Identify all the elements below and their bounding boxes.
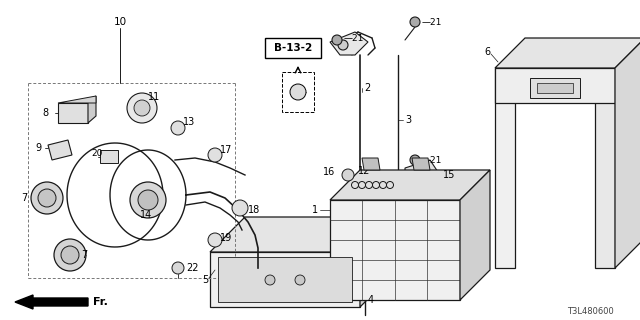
Text: 13: 13 — [183, 117, 195, 127]
Circle shape — [290, 84, 306, 100]
Polygon shape — [330, 32, 368, 55]
Text: 18: 18 — [248, 205, 260, 215]
Circle shape — [38, 189, 56, 207]
Polygon shape — [495, 68, 515, 268]
Text: 17: 17 — [220, 145, 232, 155]
Text: 8: 8 — [42, 108, 48, 118]
Polygon shape — [362, 158, 380, 170]
Circle shape — [410, 155, 420, 165]
Circle shape — [208, 233, 222, 247]
Text: 2: 2 — [364, 83, 371, 93]
Circle shape — [134, 100, 150, 116]
Circle shape — [332, 35, 342, 45]
Polygon shape — [495, 68, 615, 103]
Text: 1: 1 — [312, 205, 318, 215]
Polygon shape — [88, 96, 96, 123]
Circle shape — [410, 17, 420, 27]
Text: —21: —21 — [422, 18, 442, 27]
Text: T3L480600: T3L480600 — [566, 308, 613, 316]
Text: 9: 9 — [35, 143, 41, 153]
Polygon shape — [460, 170, 490, 300]
Polygon shape — [58, 96, 96, 103]
Text: 15: 15 — [443, 170, 456, 180]
Polygon shape — [100, 150, 118, 163]
Circle shape — [31, 182, 63, 214]
Polygon shape — [48, 140, 72, 160]
Text: —21: —21 — [344, 34, 364, 43]
FancyArrow shape — [15, 295, 88, 309]
Text: 10: 10 — [113, 17, 127, 27]
Bar — [282, 72, 314, 112]
Text: 5: 5 — [202, 275, 208, 285]
Polygon shape — [330, 200, 460, 300]
Polygon shape — [330, 170, 490, 200]
Circle shape — [232, 200, 248, 216]
Text: 19: 19 — [220, 233, 232, 243]
Text: 4: 4 — [368, 295, 374, 305]
Polygon shape — [595, 68, 615, 268]
Polygon shape — [405, 160, 440, 185]
Text: 7: 7 — [21, 193, 28, 203]
Polygon shape — [360, 217, 395, 307]
Circle shape — [295, 275, 305, 285]
Polygon shape — [412, 158, 430, 170]
Polygon shape — [615, 38, 640, 268]
Text: 14: 14 — [140, 210, 152, 220]
Text: 22: 22 — [186, 263, 198, 273]
Circle shape — [208, 148, 222, 162]
Circle shape — [127, 93, 157, 123]
Circle shape — [265, 275, 275, 285]
Bar — [537, 83, 573, 93]
Bar — [530, 78, 580, 98]
Circle shape — [338, 40, 348, 50]
Circle shape — [61, 246, 79, 264]
Text: 20: 20 — [91, 148, 102, 157]
Text: B-13-2: B-13-2 — [274, 43, 312, 53]
Text: 16: 16 — [323, 167, 335, 177]
Text: 7: 7 — [81, 250, 87, 260]
Text: —21: —21 — [422, 156, 442, 164]
Circle shape — [130, 182, 166, 218]
Text: 3: 3 — [405, 115, 411, 125]
Text: 12: 12 — [358, 166, 371, 176]
Polygon shape — [495, 38, 640, 68]
Circle shape — [342, 169, 354, 181]
Polygon shape — [210, 252, 360, 307]
Polygon shape — [218, 257, 352, 302]
Circle shape — [54, 239, 86, 271]
Circle shape — [172, 262, 184, 274]
Circle shape — [171, 121, 185, 135]
Text: Fr.: Fr. — [93, 297, 108, 307]
Bar — [265, 38, 321, 58]
Polygon shape — [58, 103, 88, 123]
Text: 11: 11 — [148, 92, 160, 102]
Polygon shape — [210, 217, 395, 252]
Circle shape — [138, 190, 158, 210]
Text: 6: 6 — [484, 47, 490, 57]
Polygon shape — [352, 270, 368, 282]
